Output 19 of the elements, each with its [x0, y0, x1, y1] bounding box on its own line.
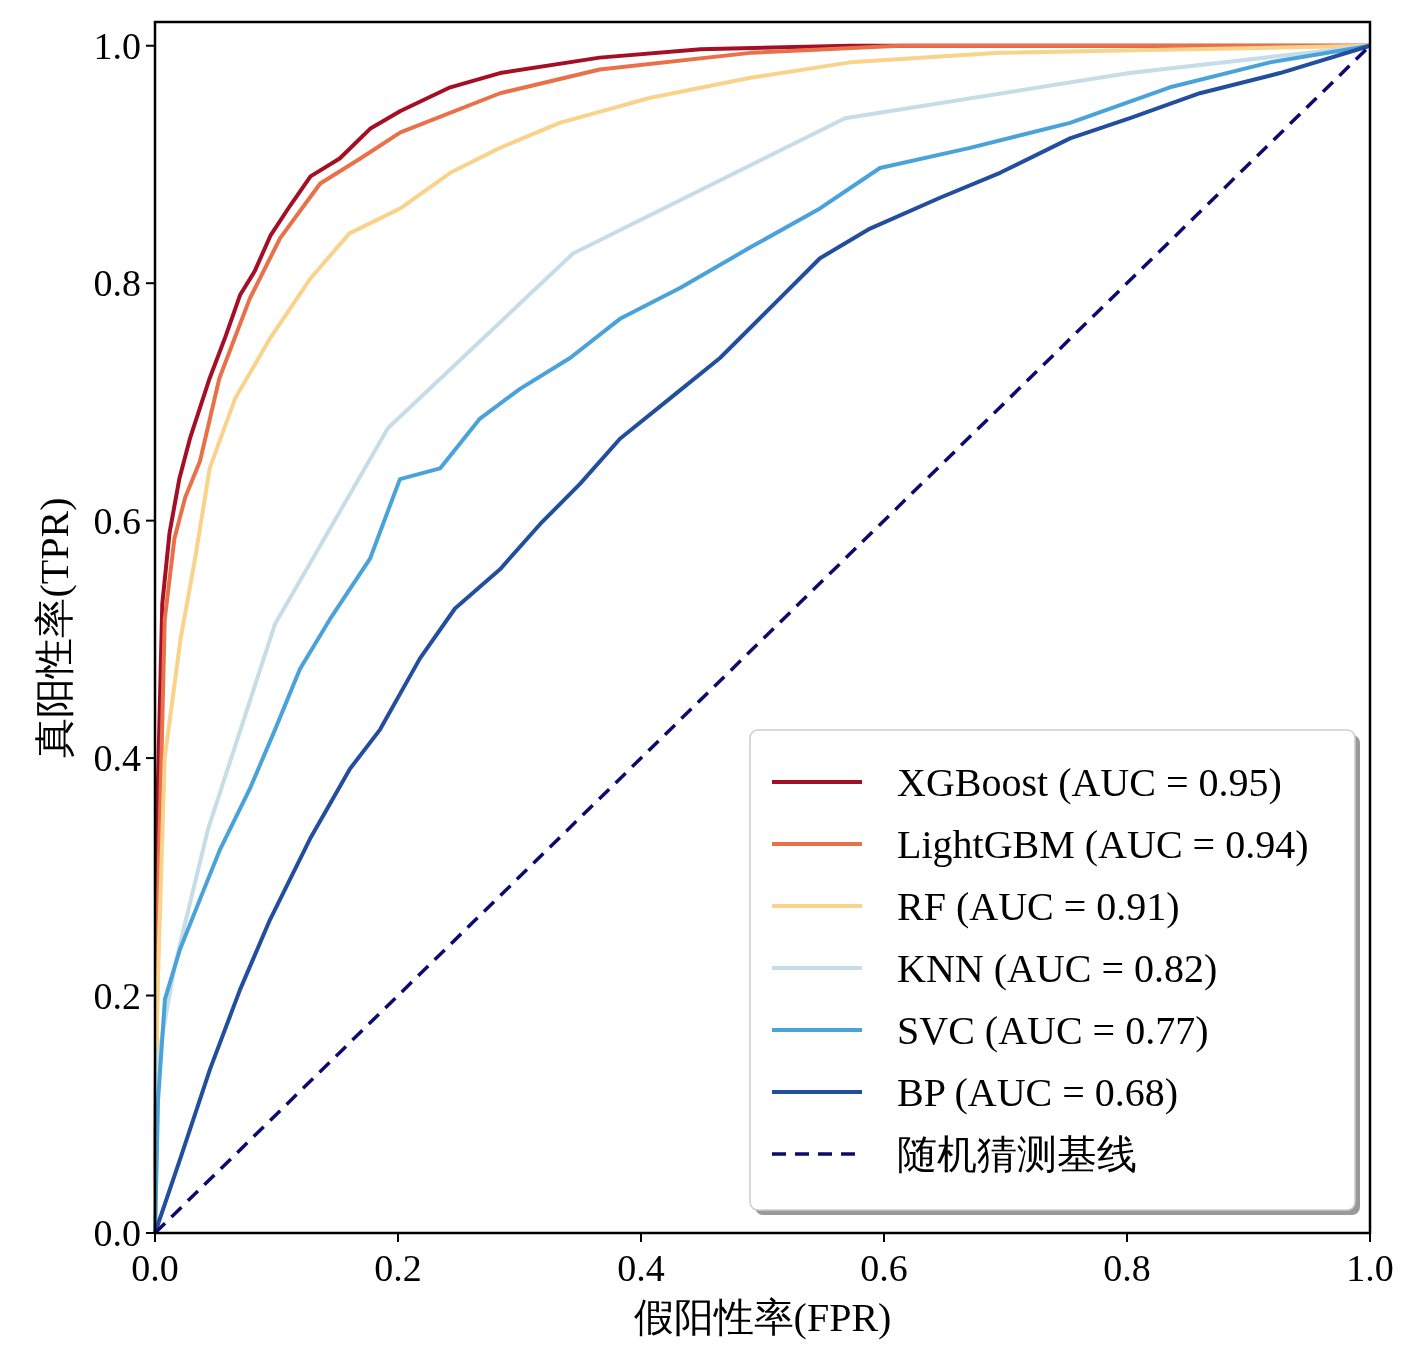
y-axis-title: 真阳性率(TPR) [32, 497, 77, 758]
legend-label: SVC (AUC = 0.77) [897, 1008, 1209, 1053]
x-tick-label: 0.2 [374, 1247, 422, 1289]
legend-label: XGBoost (AUC = 0.95) [897, 760, 1282, 805]
x-axis-title: 假阳性率(FPR) [633, 1295, 892, 1340]
legend-label: LightGBM (AUC = 0.94) [897, 822, 1309, 867]
y-tick-label: 0.4 [93, 737, 141, 780]
legend-label: RF (AUC = 0.91) [897, 884, 1180, 929]
y-tick-label: 0.8 [93, 262, 141, 305]
x-tick-label: 0.6 [860, 1247, 908, 1289]
legend-label: KNN (AUC = 0.82) [897, 946, 1218, 991]
y-tick-label: 0.2 [93, 974, 141, 1017]
legend-label: 随机猜测基线 [897, 1132, 1137, 1177]
x-tick-label: 0.4 [617, 1247, 665, 1289]
y-tick-label: 1.0 [93, 24, 141, 67]
x-tick-label: 1.0 [1346, 1247, 1394, 1289]
legend-label: BP (AUC = 0.68) [897, 1070, 1179, 1115]
x-tick-label: 0.8 [1103, 1247, 1151, 1289]
y-tick-label: 0.6 [93, 499, 141, 542]
